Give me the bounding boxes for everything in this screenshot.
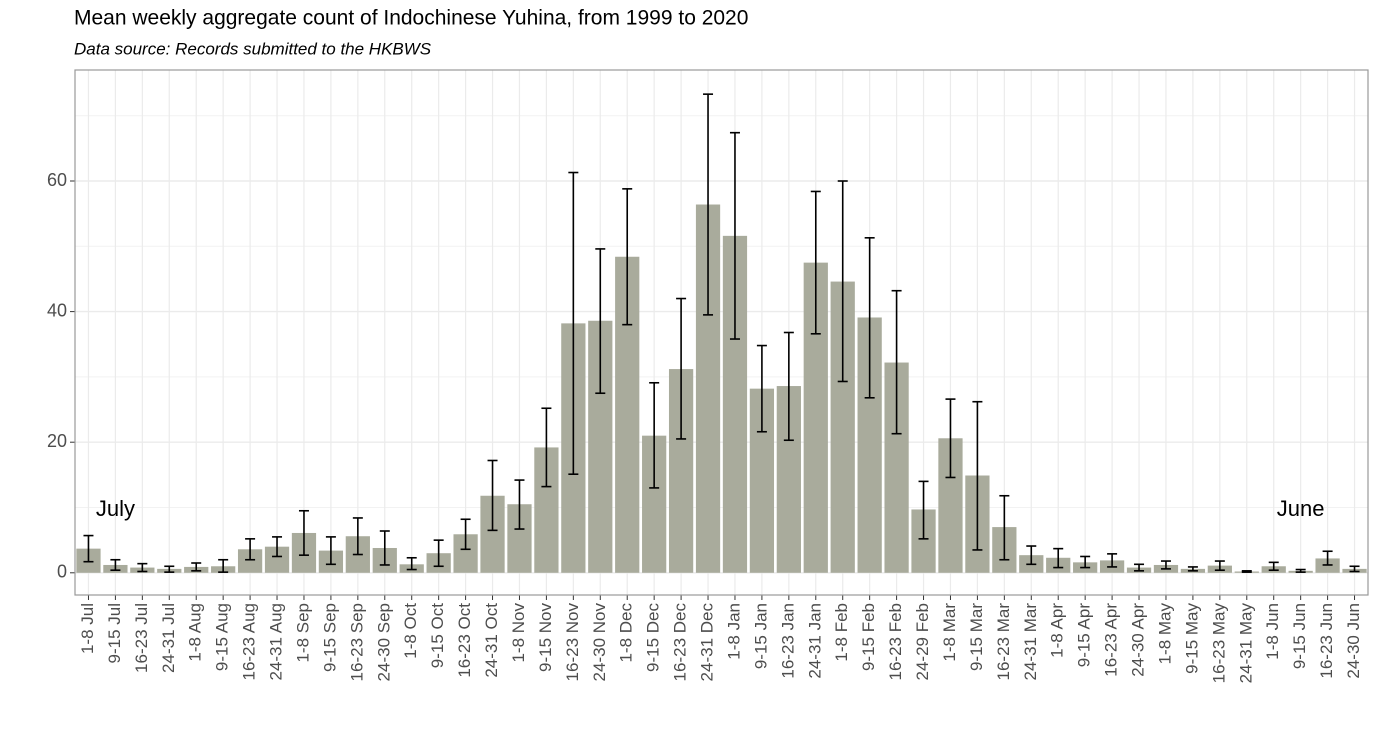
x-tick-label: 9-15 Dec bbox=[644, 603, 663, 672]
x-tick-label: 16-23 Aug bbox=[240, 603, 259, 681]
plot-border bbox=[74, 69, 1369, 596]
x-tick-label: 16-23 Nov bbox=[563, 603, 582, 682]
x-tick-label: 16-23 Feb bbox=[886, 603, 905, 681]
x-tick-label: 9-15 Apr bbox=[1075, 603, 1094, 668]
x-tick-label: 24-30 Apr bbox=[1129, 603, 1148, 677]
x-tick-label: 24-30 Jun bbox=[1344, 603, 1363, 679]
x-tick-label: 24-31 Mar bbox=[1021, 603, 1040, 681]
x-tick-label: 24-31 Aug bbox=[267, 603, 286, 681]
x-tick-label: 1-8 Nov bbox=[509, 603, 528, 663]
x-tick-label: 1-8 Mar bbox=[940, 603, 959, 662]
x-tick-label: 1-8 Jan bbox=[724, 603, 743, 660]
x-tick-label: 1-8 Dec bbox=[617, 603, 636, 663]
x-tick-label: 1-8 Apr bbox=[1048, 603, 1067, 658]
x-tick-label: 16-23 Jul bbox=[132, 603, 151, 673]
x-tick-label: 1-8 Aug bbox=[186, 603, 205, 662]
x-tick-label: 16-23 Mar bbox=[994, 603, 1013, 681]
annotation: June bbox=[1277, 496, 1325, 521]
x-tick-label: 1-8 May bbox=[1155, 603, 1174, 665]
x-tick-label: 24-31 Oct bbox=[482, 603, 501, 678]
annotation: July bbox=[96, 496, 135, 521]
y-tick-label: 60 bbox=[47, 170, 67, 190]
chart-subtitle: Data source: Records submitted to the HK… bbox=[74, 39, 432, 58]
x-tick-label: 1-8 Oct bbox=[401, 603, 420, 659]
x-tick-label: 24-31 Jul bbox=[159, 603, 178, 673]
x-tick-label: 16-23 Oct bbox=[455, 603, 474, 678]
x-tick-label: 1-8 Jun bbox=[1263, 603, 1282, 660]
x-tick-label: 24-30 Sep bbox=[374, 603, 393, 681]
x-tick-label: 24-31 Jan bbox=[805, 603, 824, 679]
x-tick-label: 9-15 Mar bbox=[967, 603, 986, 671]
y-tick-label: 20 bbox=[47, 431, 67, 451]
plot-background bbox=[75, 70, 1368, 595]
x-tick-label: 24-31 Dec bbox=[698, 603, 717, 682]
x-tick-label: 16-23 Jun bbox=[1317, 603, 1336, 679]
y-tick-label: 40 bbox=[47, 300, 67, 320]
x-tick-label: 9-15 Jul bbox=[105, 603, 124, 663]
x-tick-label: 16-23 Sep bbox=[347, 603, 366, 681]
x-tick-label: 9-15 Jun bbox=[1290, 603, 1309, 669]
x-tick-label: 16-23 Apr bbox=[1102, 603, 1121, 677]
y-tick-label: 0 bbox=[57, 562, 67, 582]
x-tick-label: 1-8 Jul bbox=[78, 603, 97, 654]
x-tick-label: 9-15 Oct bbox=[428, 603, 447, 668]
x-tick-label: 9-15 Aug bbox=[213, 603, 232, 671]
x-tick-label: 1-8 Feb bbox=[832, 603, 851, 662]
chart-title: Mean weekly aggregate count of Indochine… bbox=[74, 7, 748, 30]
x-tick-label: 16-23 Jan bbox=[778, 603, 797, 679]
x-tick-label: 16-23 Dec bbox=[671, 603, 690, 682]
x-tick-label: 24-29 Feb bbox=[913, 603, 932, 681]
x-tick-label: 9-15 Feb bbox=[859, 603, 878, 671]
x-tick-label: 9-15 Nov bbox=[536, 603, 555, 672]
x-tick-label: 9-15 Sep bbox=[320, 603, 339, 672]
x-tick-label: 1-8 Sep bbox=[293, 603, 312, 663]
x-tick-label: 24-30 Nov bbox=[590, 603, 609, 682]
x-tick-label: 24-31 May bbox=[1236, 603, 1255, 684]
x-tick-label: 16-23 May bbox=[1209, 603, 1228, 684]
x-tick-label: 9-15 May bbox=[1182, 603, 1201, 674]
x-tick-label: 9-15 Jan bbox=[751, 603, 770, 669]
bar bbox=[237, 549, 263, 573]
